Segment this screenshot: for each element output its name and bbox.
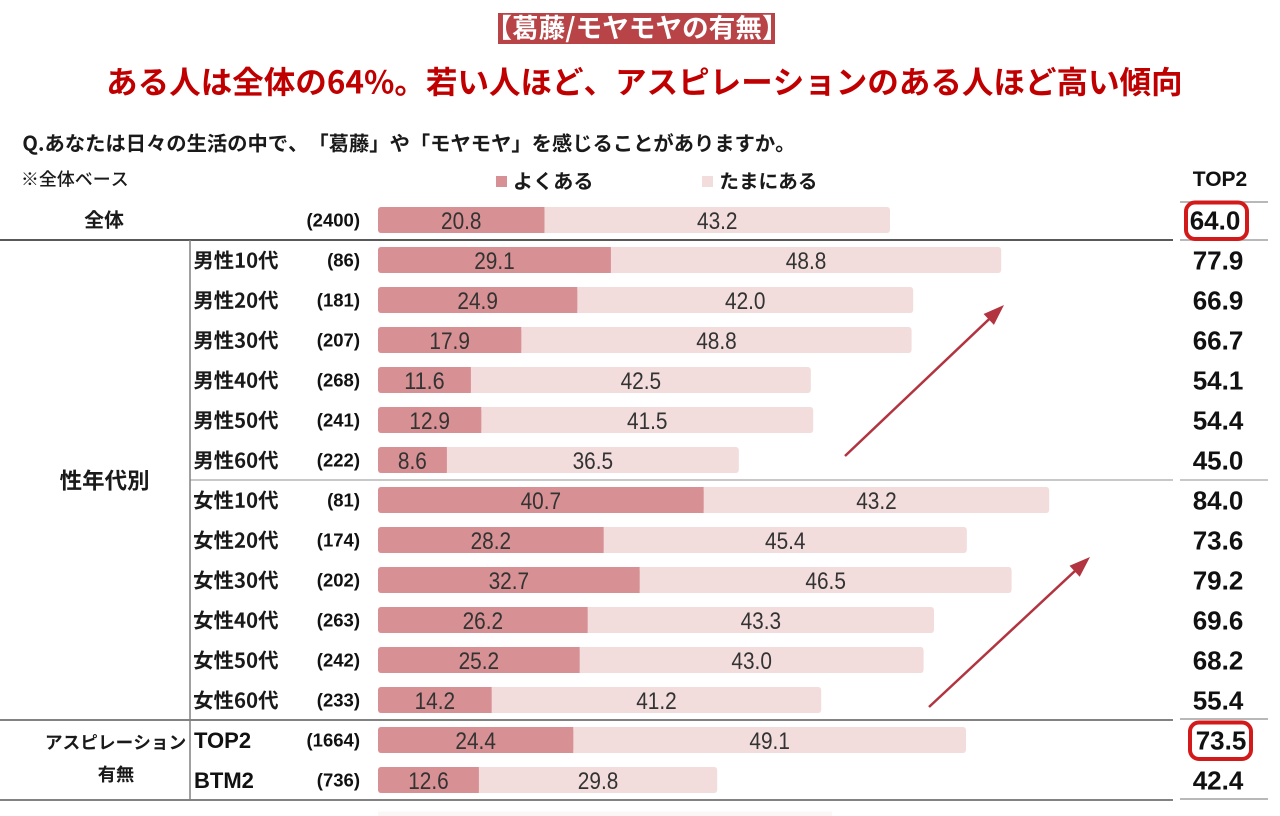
svg-text:48.8: 48.8 [786, 248, 827, 275]
svg-text:48.8: 48.8 [696, 328, 737, 355]
svg-text:43.3: 43.3 [741, 608, 782, 635]
svg-text:(241): (241) [317, 410, 360, 431]
svg-text:84.0: 84.0 [1193, 486, 1244, 516]
svg-text:41.5: 41.5 [627, 408, 668, 435]
svg-text:32.7: 32.7 [489, 568, 529, 595]
svg-text:66.9: 66.9 [1193, 286, 1244, 316]
svg-text:42.4: 42.4 [1193, 766, 1244, 796]
svg-text:29.1: 29.1 [474, 248, 515, 275]
svg-text:42.0: 42.0 [725, 288, 766, 315]
svg-text:46.5: 46.5 [805, 568, 846, 595]
svg-text:49.1: 49.1 [749, 728, 790, 755]
svg-text:28.2: 28.2 [471, 528, 512, 555]
svg-text:41.2: 41.2 [636, 688, 677, 715]
svg-text:25.2: 25.2 [459, 648, 500, 675]
svg-text:12.6: 12.6 [408, 768, 449, 795]
svg-text:45.0: 45.0 [1193, 446, 1244, 476]
svg-text:14.2: 14.2 [415, 688, 456, 715]
svg-text:17.9: 17.9 [429, 328, 470, 355]
svg-text:(268): (268) [317, 370, 360, 391]
svg-text:43.2: 43.2 [697, 208, 738, 235]
svg-text:24.4: 24.4 [455, 728, 496, 755]
svg-text:69.6: 69.6 [1193, 606, 1244, 636]
svg-text:TOP2: TOP2 [194, 728, 251, 753]
svg-text:43.2: 43.2 [856, 488, 897, 515]
svg-text:64.0: 64.0 [1190, 206, 1241, 236]
svg-text:(181): (181) [317, 290, 360, 311]
svg-text:(736): (736) [317, 770, 360, 791]
svg-text:(202): (202) [317, 570, 360, 591]
svg-text:43.0: 43.0 [731, 648, 772, 675]
svg-text:(174): (174) [317, 530, 360, 551]
svg-text:(242): (242) [317, 650, 360, 671]
svg-text:(222): (222) [317, 450, 360, 471]
svg-text:TOP2: TOP2 [1193, 168, 1247, 191]
svg-text:55.4: 55.4 [1193, 686, 1244, 716]
svg-text:26.2: 26.2 [463, 608, 504, 635]
svg-text:36.5: 36.5 [573, 448, 614, 475]
svg-text:(2400): (2400) [307, 210, 360, 231]
svg-text:77.9: 77.9 [1193, 246, 1244, 276]
svg-text:11.6: 11.6 [404, 368, 445, 395]
svg-text:(263): (263) [317, 610, 360, 631]
svg-text:66.7: 66.7 [1193, 326, 1244, 356]
svg-text:(81): (81) [327, 490, 360, 511]
svg-text:(233): (233) [317, 690, 360, 711]
svg-text:20.8: 20.8 [441, 208, 482, 235]
svg-text:68.2: 68.2 [1193, 646, 1244, 676]
svg-text:29.8: 29.8 [578, 768, 619, 795]
svg-text:24.9: 24.9 [457, 288, 498, 315]
svg-text:73.5: 73.5 [1196, 726, 1247, 756]
svg-text:79.2: 79.2 [1193, 566, 1244, 596]
svg-text:(1664): (1664) [307, 730, 360, 751]
svg-text:45.4: 45.4 [765, 528, 806, 555]
svg-text:12.9: 12.9 [409, 408, 450, 435]
svg-text:42.5: 42.5 [621, 368, 662, 395]
svg-text:54.1: 54.1 [1193, 366, 1244, 396]
svg-text:8.6: 8.6 [398, 448, 427, 475]
svg-text:73.6: 73.6 [1193, 526, 1244, 556]
svg-text:(207): (207) [317, 330, 360, 351]
svg-text:BTM2: BTM2 [194, 768, 254, 793]
svg-text:54.4: 54.4 [1193, 406, 1244, 436]
svg-text:(86): (86) [327, 250, 360, 271]
svg-text:40.7: 40.7 [521, 488, 562, 515]
